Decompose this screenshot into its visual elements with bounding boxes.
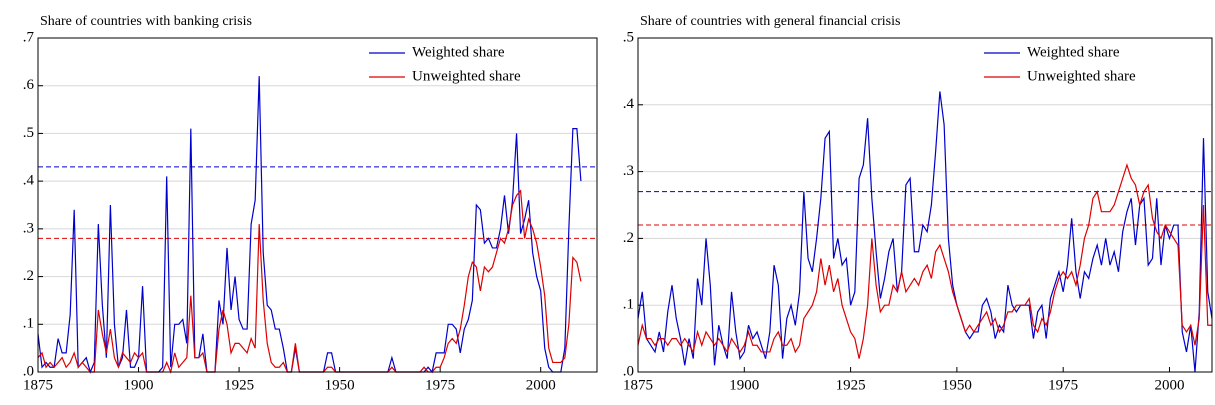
y-tick-label: .3 [23,220,34,236]
x-tick-label: 1875 [23,377,53,393]
series-line [37,76,582,374]
x-tick-label: 1900 [729,377,759,393]
legend-label: Weighted share [412,44,505,60]
series-line [637,162,1212,359]
legend-label: Unweighted share [412,68,521,84]
x-tick-label: 1875 [623,377,653,393]
y-tick-label: .2 [23,268,34,284]
x-tick-label: 1950 [325,377,355,393]
x-tick-label: 2000 [526,377,556,393]
plot-frame [37,37,598,373]
plot-frame [637,37,1213,373]
y-tick-label: .5 [23,125,34,141]
y-tick-label: .0 [23,363,34,379]
x-tick-label: 1950 [942,377,972,393]
x-tick-label: 1900 [124,377,154,393]
x-tick-label: 1925 [224,377,254,393]
chart-title: Share of countries with general financia… [640,14,900,29]
x-tick-label: 1975 [425,377,455,393]
legend-label: Weighted share [1027,44,1120,60]
series-line [37,189,582,375]
series-line [637,91,1213,373]
y-tick-label: .6 [23,77,35,93]
y-tick-label: .1 [23,316,34,332]
y-tick-label: .2 [623,230,634,246]
legend-label: Unweighted share [1027,68,1136,84]
y-tick-label: .4 [23,173,35,189]
y-tick-label: .4 [623,96,635,112]
y-tick-label: .1 [623,297,634,313]
chart-title: Share of countries with banking crisis [40,14,252,29]
x-tick-label: 1925 [836,377,866,393]
x-tick-label: 2000 [1154,377,1184,393]
y-tick-label: .3 [623,163,634,179]
y-tick-label: .5 [623,29,634,45]
x-tick-label: 1975 [1048,377,1078,393]
y-tick-label: .7 [23,29,35,45]
y-tick-label: .0 [623,363,634,379]
